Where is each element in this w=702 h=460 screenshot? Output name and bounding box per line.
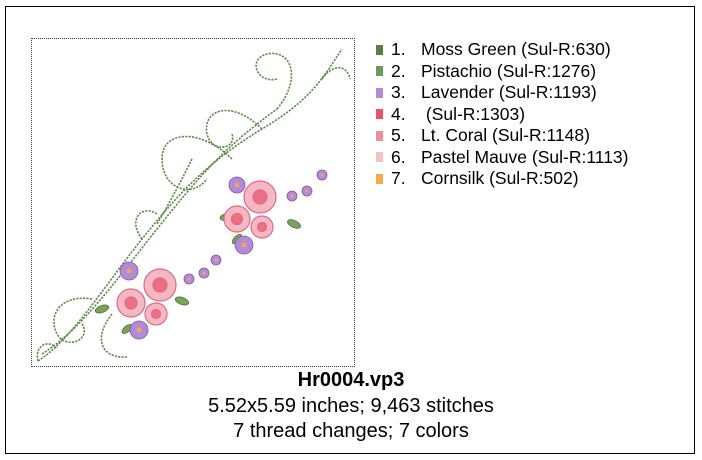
thread-number: 1. (391, 39, 406, 60)
color-swatch (376, 152, 383, 163)
thread-number: 3. (391, 82, 406, 103)
design-dimensions: 5.52x5.59 inches; 9,463 stitches (208, 395, 494, 417)
color-swatch (376, 87, 383, 98)
thread-number: 7. (391, 168, 406, 189)
embroidery-preview (31, 38, 355, 367)
thread-item: 3. Lavender (Sul-R:1193) (376, 82, 629, 104)
thread-item: 7. Cornsilk (Sul-R:502) (376, 168, 629, 190)
thread-color-list: 1. Moss Green (Sul-R:630) 2. Pistachio (Su… (376, 39, 629, 190)
thread-item: 6. Pastel Mauve (Sul-R:1113) (376, 147, 629, 169)
thread-name: (Sul-R:1303) (421, 103, 526, 124)
design-file-name: Hr0004.vp3 (297, 369, 405, 391)
thread-number: 5. (391, 125, 406, 146)
design-info-card: 1. Moss Green (Sul-R:630) 2. Pistachio (Su… (5, 6, 695, 454)
thread-name: Pistachio (Sul-R:1276) (421, 60, 597, 81)
thread-item: 5. Lt. Coral (Sul-R:1148) (376, 125, 629, 147)
color-swatch (376, 173, 383, 184)
thread-name: Pastel Mauve (Sul-R:1113) (421, 146, 629, 167)
color-swatch (376, 66, 383, 77)
design-color-changes: 7 thread changes; 7 colors (233, 420, 469, 442)
thread-name: Lt. Coral (Sul-R:1148) (421, 125, 590, 146)
thread-item: 2. Pistachio (Sul-R:1276) (376, 61, 629, 83)
color-swatch (376, 44, 383, 55)
embroidery-artwork (36, 48, 351, 362)
thread-name: Lavender (Sul-R:1193) (421, 82, 597, 103)
thread-item: 4. (Sul-R:1303) (376, 104, 629, 126)
thread-item: 1. Moss Green (Sul-R:630) (376, 39, 629, 61)
color-swatch (376, 109, 383, 120)
color-swatch (376, 130, 383, 141)
thread-name: Moss Green (Sul-R:630) (421, 39, 611, 60)
thread-number: 6. (391, 146, 406, 167)
thread-name: Cornsilk (Sul-R:502) (421, 168, 579, 189)
thread-number: 4. (391, 103, 406, 124)
thread-number: 2. (391, 60, 406, 81)
